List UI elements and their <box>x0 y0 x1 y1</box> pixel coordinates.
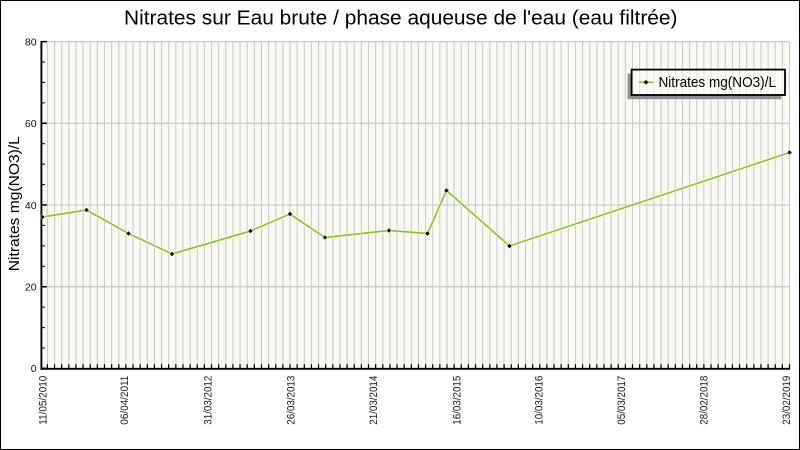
svg-text:80: 80 <box>25 36 37 48</box>
svg-text:28/02/2018: 28/02/2018 <box>699 376 711 425</box>
svg-text:06/04/2011: 06/04/2011 <box>119 376 131 425</box>
svg-text:11/05/2010: 11/05/2010 <box>37 376 49 425</box>
svg-text:16/03/2015: 16/03/2015 <box>451 376 463 425</box>
svg-text:Nitrates mg(NO3)/L: Nitrates mg(NO3)/L <box>6 136 23 271</box>
svg-text:23/02/2019: 23/02/2019 <box>781 376 793 425</box>
svg-text:Nitrates sur Eau brute / phase: Nitrates sur Eau brute / phase aqueuse d… <box>124 8 678 30</box>
svg-text:0: 0 <box>31 363 37 375</box>
svg-text:26/03/2013: 26/03/2013 <box>285 376 297 425</box>
svg-text:20: 20 <box>25 282 37 294</box>
svg-text:10/03/2016: 10/03/2016 <box>534 376 546 425</box>
svg-text:40: 40 <box>25 200 37 212</box>
svg-text:31/03/2012: 31/03/2012 <box>203 376 215 425</box>
svg-text:60: 60 <box>25 118 37 130</box>
svg-text:05/03/2017: 05/03/2017 <box>616 376 628 425</box>
svg-text:21/03/2014: 21/03/2014 <box>368 376 380 425</box>
svg-text:Nitrates mg(NO3)/L: Nitrates mg(NO3)/L <box>659 74 777 91</box>
